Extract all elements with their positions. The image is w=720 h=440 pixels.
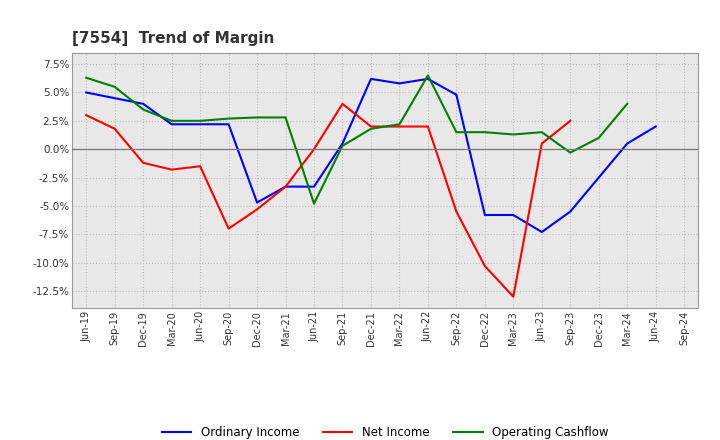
- Ordinary Income: [566, 209, 575, 214]
- Operating Cashflow: [225, 116, 233, 121]
- Net Income: [110, 126, 119, 132]
- Net Income: [537, 141, 546, 146]
- Ordinary Income: [167, 121, 176, 127]
- Ordinary Income: [395, 81, 404, 86]
- Ordinary Income: [480, 213, 489, 218]
- Ordinary Income: [196, 121, 204, 127]
- Operating Cashflow: [253, 115, 261, 120]
- Operating Cashflow: [139, 107, 148, 112]
- Ordinary Income: [82, 90, 91, 95]
- Net Income: [509, 294, 518, 299]
- Ordinary Income: [423, 76, 432, 81]
- Net Income: [566, 118, 575, 124]
- Net Income: [480, 264, 489, 269]
- Ordinary Income: [652, 124, 660, 129]
- Ordinary Income: [595, 175, 603, 180]
- Ordinary Income: [623, 141, 631, 146]
- Operating Cashflow: [196, 118, 204, 124]
- Operating Cashflow: [338, 143, 347, 148]
- Ordinary Income: [110, 95, 119, 101]
- Operating Cashflow: [366, 126, 375, 132]
- Operating Cashflow: [167, 118, 176, 124]
- Net Income: [366, 124, 375, 129]
- Operating Cashflow: [310, 201, 318, 206]
- Line: Operating Cashflow: Operating Cashflow: [86, 76, 627, 204]
- Ordinary Income: [139, 101, 148, 106]
- Operating Cashflow: [395, 121, 404, 127]
- Operating Cashflow: [423, 73, 432, 78]
- Operating Cashflow: [537, 129, 546, 135]
- Operating Cashflow: [82, 75, 91, 81]
- Net Income: [167, 167, 176, 172]
- Operating Cashflow: [480, 129, 489, 135]
- Net Income: [423, 124, 432, 129]
- Legend: Ordinary Income, Net Income, Operating Cashflow: Ordinary Income, Net Income, Operating C…: [157, 421, 613, 440]
- Net Income: [452, 209, 461, 214]
- Ordinary Income: [452, 92, 461, 97]
- Operating Cashflow: [110, 84, 119, 89]
- Net Income: [282, 184, 290, 189]
- Net Income: [225, 226, 233, 231]
- Ordinary Income: [509, 213, 518, 218]
- Net Income: [253, 207, 261, 212]
- Net Income: [196, 164, 204, 169]
- Ordinary Income: [225, 121, 233, 127]
- Operating Cashflow: [595, 135, 603, 140]
- Operating Cashflow: [509, 132, 518, 137]
- Net Income: [139, 160, 148, 165]
- Operating Cashflow: [282, 115, 290, 120]
- Net Income: [338, 101, 347, 106]
- Ordinary Income: [537, 229, 546, 235]
- Ordinary Income: [366, 76, 375, 81]
- Ordinary Income: [338, 141, 347, 146]
- Ordinary Income: [282, 184, 290, 189]
- Line: Ordinary Income: Ordinary Income: [86, 79, 656, 232]
- Ordinary Income: [253, 200, 261, 205]
- Operating Cashflow: [452, 129, 461, 135]
- Ordinary Income: [310, 184, 318, 189]
- Text: [7554]  Trend of Margin: [7554] Trend of Margin: [72, 31, 274, 46]
- Line: Net Income: Net Income: [86, 104, 570, 297]
- Net Income: [395, 124, 404, 129]
- Net Income: [310, 147, 318, 152]
- Operating Cashflow: [566, 150, 575, 155]
- Net Income: [82, 113, 91, 118]
- Operating Cashflow: [623, 101, 631, 106]
